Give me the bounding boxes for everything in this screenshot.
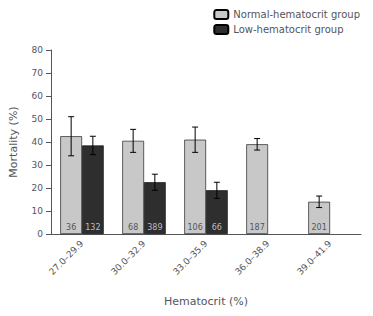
svg-text:10: 10 <box>32 206 44 216</box>
svg-text:30.0–32.9: 30.0–32.9 <box>109 238 148 277</box>
svg-text:Low-hematocrit group: Low-hematocrit group <box>233 24 343 35</box>
svg-text:187: 187 <box>250 223 265 232</box>
svg-text:20: 20 <box>32 183 44 193</box>
svg-text:Hematocrit (%): Hematocrit (%) <box>164 295 248 308</box>
svg-text:389: 389 <box>147 223 162 232</box>
svg-text:Mortality (%): Mortality (%) <box>7 106 20 177</box>
svg-text:36.0–38.9: 36.0–38.9 <box>233 238 272 277</box>
svg-text:80: 80 <box>32 45 44 55</box>
svg-text:27.0–29.9: 27.0–29.9 <box>47 238 86 277</box>
svg-text:50: 50 <box>32 114 44 124</box>
svg-text:36: 36 <box>66 223 76 232</box>
svg-text:60: 60 <box>32 91 44 101</box>
svg-text:66: 66 <box>212 223 222 232</box>
svg-text:132: 132 <box>85 223 100 232</box>
svg-text:201: 201 <box>312 223 327 232</box>
svg-text:30: 30 <box>32 160 44 170</box>
svg-text:39.0–41.9: 39.0–41.9 <box>295 238 334 277</box>
svg-text:70: 70 <box>32 68 44 78</box>
svg-text:68: 68 <box>128 223 138 232</box>
svg-text:106: 106 <box>188 223 203 232</box>
svg-text:Normal-hematocrit group: Normal-hematocrit group <box>233 9 360 20</box>
svg-text:0: 0 <box>37 229 43 239</box>
svg-text:33.0–35.9: 33.0–35.9 <box>171 238 210 277</box>
svg-text:40: 40 <box>32 137 44 147</box>
